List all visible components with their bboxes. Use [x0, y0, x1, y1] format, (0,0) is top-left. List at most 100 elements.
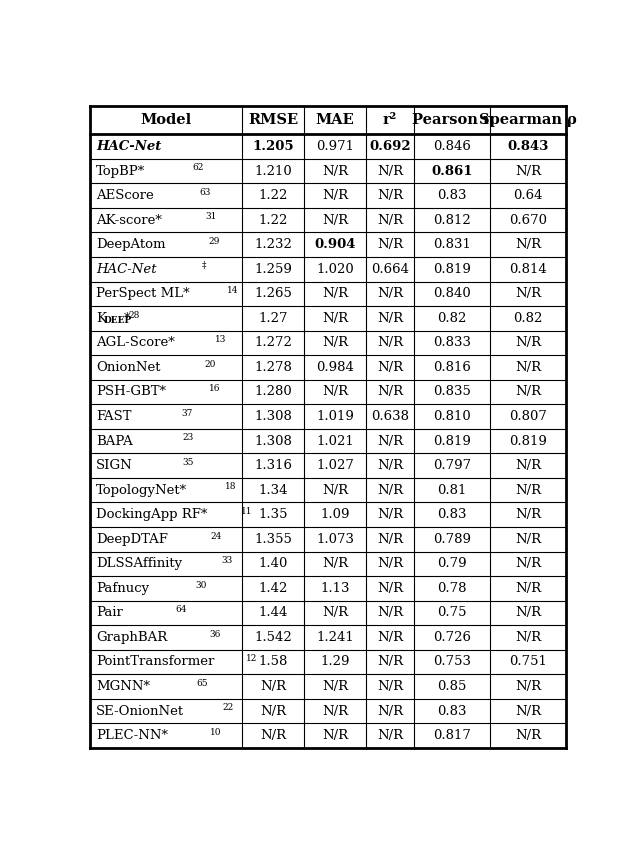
Text: 0.789: 0.789: [433, 533, 471, 546]
Text: 0.904: 0.904: [314, 238, 356, 252]
Text: 23: 23: [183, 433, 194, 442]
Text: 13: 13: [215, 335, 227, 344]
Text: SIGN: SIGN: [96, 459, 132, 472]
Text: N/R: N/R: [515, 238, 541, 252]
Text: 0.807: 0.807: [509, 410, 547, 423]
Text: 0.843: 0.843: [508, 140, 548, 153]
Text: N/R: N/R: [322, 705, 348, 717]
Text: 1.40: 1.40: [259, 557, 288, 571]
Text: 18: 18: [225, 483, 236, 491]
Text: N/R: N/R: [377, 214, 403, 227]
Text: DEEP: DEEP: [104, 316, 132, 326]
Text: 1.265: 1.265: [254, 287, 292, 300]
Text: 1.542: 1.542: [254, 631, 292, 644]
Text: 33: 33: [221, 556, 232, 565]
Text: 0.82: 0.82: [437, 311, 467, 325]
Text: 10: 10: [210, 728, 221, 737]
Text: N/R: N/R: [377, 435, 403, 447]
Text: N/R: N/R: [515, 337, 541, 349]
Text: PSH-GBT*: PSH-GBT*: [96, 386, 166, 398]
Text: N/R: N/R: [377, 459, 403, 472]
Text: N/R: N/R: [377, 165, 403, 177]
Text: 1.42: 1.42: [259, 582, 288, 595]
Text: 0.831: 0.831: [433, 238, 471, 252]
Text: 1.22: 1.22: [259, 189, 288, 202]
Text: 1.355: 1.355: [254, 533, 292, 546]
Text: N/R: N/R: [515, 631, 541, 644]
Text: 0.82: 0.82: [513, 311, 543, 325]
Text: N/R: N/R: [377, 361, 403, 374]
Text: 0.835: 0.835: [433, 386, 471, 398]
Text: N/R: N/R: [377, 484, 403, 496]
Text: N/R: N/R: [260, 680, 286, 693]
Text: 1.34: 1.34: [259, 484, 288, 496]
Text: N/R: N/R: [515, 606, 541, 619]
Text: FAST: FAST: [96, 410, 131, 423]
Text: DeepDTAF: DeepDTAF: [96, 533, 168, 546]
Text: MGNN*: MGNN*: [96, 680, 150, 693]
Text: TopologyNet*: TopologyNet*: [96, 484, 187, 496]
Text: N/R: N/R: [515, 165, 541, 177]
Text: 37: 37: [182, 408, 193, 418]
Text: AEScore: AEScore: [96, 189, 154, 202]
Text: 28: 28: [129, 311, 140, 320]
Text: 0.846: 0.846: [433, 140, 471, 153]
Text: 0.819: 0.819: [433, 262, 471, 276]
Text: N/R: N/R: [377, 557, 403, 571]
Text: PLEC-NN*: PLEC-NN*: [96, 729, 168, 742]
Text: 0.83: 0.83: [437, 705, 467, 717]
Text: N/R: N/R: [322, 386, 348, 398]
Text: N/R: N/R: [260, 705, 286, 717]
Text: 1.241: 1.241: [316, 631, 354, 644]
Text: BAPA: BAPA: [96, 435, 132, 447]
Text: 12: 12: [246, 654, 257, 663]
Text: *: *: [124, 311, 131, 325]
Text: PointTransformer: PointTransformer: [96, 656, 214, 668]
Text: N/R: N/R: [377, 386, 403, 398]
Text: 1.021: 1.021: [316, 435, 354, 447]
Text: 0.638: 0.638: [371, 410, 409, 423]
Text: Model: Model: [141, 113, 192, 127]
Text: 0.81: 0.81: [437, 484, 467, 496]
Text: N/R: N/R: [515, 557, 541, 571]
Text: 1.27: 1.27: [259, 311, 288, 325]
Text: N/R: N/R: [377, 729, 403, 742]
Text: GraphBAR: GraphBAR: [96, 631, 167, 644]
Text: AGL-Score*: AGL-Score*: [96, 337, 175, 349]
Text: N/R: N/R: [322, 680, 348, 693]
Text: N/R: N/R: [377, 533, 403, 546]
Text: 1.58: 1.58: [259, 656, 288, 668]
Text: 1.027: 1.027: [316, 459, 354, 472]
Text: N/R: N/R: [377, 656, 403, 668]
Text: 14: 14: [227, 286, 238, 295]
Text: N/R: N/R: [322, 189, 348, 202]
Text: 0.726: 0.726: [433, 631, 471, 644]
Text: Pafnucy: Pafnucy: [96, 582, 149, 595]
Text: 1.308: 1.308: [254, 410, 292, 423]
Text: 0.75: 0.75: [437, 606, 467, 619]
Text: N/R: N/R: [322, 337, 348, 349]
Text: r²: r²: [383, 113, 397, 127]
Text: N/R: N/R: [260, 729, 286, 742]
Text: N/R: N/R: [515, 386, 541, 398]
Text: N/R: N/R: [322, 557, 348, 571]
Text: N/R: N/R: [377, 238, 403, 252]
Text: 0.64: 0.64: [513, 189, 543, 202]
Text: N/R: N/R: [515, 582, 541, 595]
Text: 1.280: 1.280: [254, 386, 292, 398]
Text: 1.22: 1.22: [259, 214, 288, 227]
Text: 11: 11: [241, 507, 252, 516]
Text: 1.205: 1.205: [252, 140, 294, 153]
Text: 1.210: 1.210: [254, 165, 292, 177]
Text: 36: 36: [209, 630, 221, 639]
Text: N/R: N/R: [322, 311, 348, 325]
Text: 0.840: 0.840: [433, 287, 470, 300]
Text: DLSSAffinity: DLSSAffinity: [96, 557, 182, 571]
Text: N/R: N/R: [515, 508, 541, 522]
Text: 0.85: 0.85: [437, 680, 467, 693]
Text: Pearson r: Pearson r: [412, 113, 491, 127]
Text: 0.692: 0.692: [369, 140, 411, 153]
Text: MAE: MAE: [316, 113, 355, 127]
Text: 1.29: 1.29: [321, 656, 350, 668]
Text: HAC-Net: HAC-Net: [96, 140, 161, 153]
